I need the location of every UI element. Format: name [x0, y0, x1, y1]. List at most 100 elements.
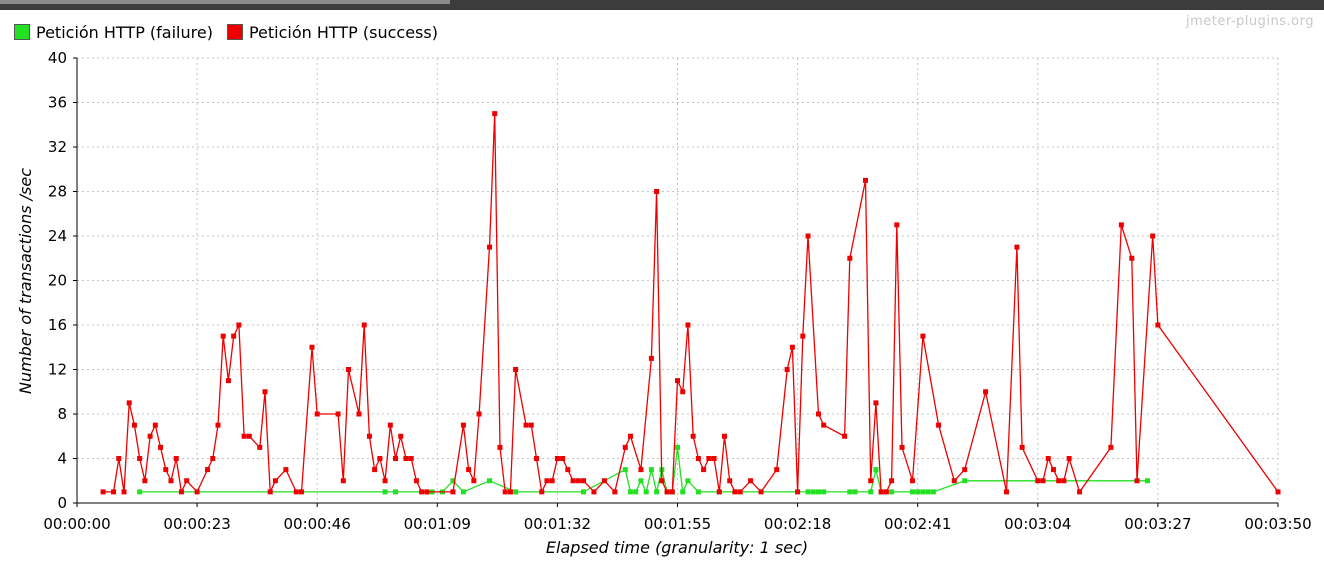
y-tick-label-1: 4: [57, 450, 67, 468]
data-point-0-8: [513, 489, 519, 495]
data-point-0-31: [868, 489, 874, 495]
data-point-1-80: [638, 467, 644, 473]
data-point-1-130: [1045, 456, 1051, 461]
data-point-1-7: [142, 478, 148, 484]
data-point-1-109: [842, 433, 848, 439]
data-point-1-0: [100, 489, 106, 495]
data-point-1-100: [758, 489, 764, 495]
data-point-1-101: [774, 467, 780, 473]
data-point-1-50: [419, 489, 425, 495]
x-tick-label-9: 00:03:27: [1124, 515, 1191, 533]
data-point-1-28: [267, 489, 273, 495]
data-point-1-142: [1275, 489, 1281, 495]
data-point-1-44: [387, 422, 393, 428]
data-point-1-65: [534, 456, 540, 461]
y-axis-title: Number of transactions /sec: [16, 168, 35, 394]
data-point-1-21: [225, 378, 231, 384]
data-point-1-51: [424, 489, 430, 495]
data-point-0-39: [930, 489, 936, 495]
data-point-1-72: [570, 478, 576, 484]
data-point-1-104: [795, 489, 801, 495]
y-tick-label-10: 40: [48, 49, 67, 67]
data-point-1-140: [1150, 233, 1156, 239]
data-point-0-13: [638, 478, 644, 484]
data-point-1-33: [309, 344, 315, 350]
data-point-1-112: [868, 478, 874, 484]
data-point-1-62: [513, 367, 519, 372]
x-tick-label-3: 00:01:09: [404, 515, 471, 533]
data-point-1-117: [894, 222, 900, 228]
data-point-1-36: [340, 478, 346, 484]
data-point-1-27: [262, 389, 268, 395]
tick-labels: 0 4 8 12 16 20 24 28 32 36 40 00:00:00 00:00:23 00:00…: [43, 49, 1311, 533]
data-point-1-70: [560, 456, 566, 461]
data-point-1-99: [748, 478, 754, 484]
data-point-1-19: [215, 422, 221, 428]
data-point-1-78: [622, 444, 628, 450]
data-point-1-139: [1134, 478, 1140, 484]
grid-lines: [77, 57, 1279, 503]
data-point-0-6: [460, 489, 466, 495]
series-1: [100, 111, 1281, 495]
data-point-1-15: [184, 478, 190, 484]
data-point-1-107: [815, 411, 821, 417]
data-point-0-40: [962, 478, 968, 484]
data-point-1-54: [466, 467, 472, 473]
data-point-1-128: [1035, 478, 1041, 484]
data-point-1-61: [507, 489, 513, 495]
data-point-1-60: [502, 489, 508, 495]
data-point-0-20: [675, 444, 680, 450]
data-point-0-16: [654, 489, 660, 495]
series-line-0: [139, 447, 1148, 495]
data-point-1-136: [1108, 444, 1114, 450]
data-point-0-5: [450, 478, 456, 484]
x-tick-label-2: 00:00:46: [284, 515, 351, 533]
data-point-1-22: [231, 333, 237, 339]
y-tick-label-2: 8: [57, 405, 67, 423]
data-point-1-84: [664, 489, 670, 495]
data-point-0-38: [925, 489, 931, 495]
data-point-1-89: [690, 433, 696, 439]
data-point-1-46: [398, 433, 404, 439]
data-point-1-124: [983, 389, 989, 395]
data-point-1-98: [737, 489, 743, 495]
data-point-1-34: [314, 411, 320, 417]
data-point-1-138: [1129, 255, 1135, 261]
data-point-1-87: [680, 389, 686, 395]
chart-legend: Petición HTTP (failure) Petición HTTP (s…: [14, 20, 452, 44]
legend-label-success: Petición HTTP (success): [248, 22, 438, 42]
data-point-0-22: [685, 478, 691, 484]
watermark: jmeter-plugins.org: [1185, 14, 1314, 29]
data-point-1-141: [1155, 322, 1161, 328]
data-point-1-118: [899, 444, 905, 450]
data-point-1-25: [246, 433, 252, 439]
data-point-1-71: [565, 467, 571, 473]
data-point-1-110: [847, 255, 853, 261]
x-tick-label-8: 00:03:04: [1004, 515, 1071, 533]
y-tick-label-0: 0: [57, 494, 67, 512]
data-point-1-83: [659, 478, 665, 484]
data-point-1-76: [601, 478, 607, 484]
data-point-1-74: [581, 478, 587, 484]
series-group: [100, 111, 1281, 495]
data-point-0-15: [648, 467, 654, 473]
x-tick-label-7: 00:02:41: [884, 515, 951, 533]
data-point-1-77: [612, 489, 618, 495]
data-point-1-126: [1014, 244, 1020, 250]
x-tick-label-4: 00:01:32: [524, 515, 591, 533]
data-point-1-4: [126, 400, 132, 406]
data-point-1-1: [111, 489, 117, 495]
data-point-1-59: [497, 444, 503, 450]
data-point-0-21: [680, 489, 686, 495]
data-point-1-92: [706, 456, 712, 461]
data-point-1-91: [701, 467, 707, 473]
data-point-1-108: [821, 422, 827, 428]
data-point-0-23: [695, 489, 701, 495]
data-point-0-11: [628, 489, 634, 495]
x-tick-label-5: 00:01:55: [644, 515, 711, 533]
data-point-1-129: [1040, 478, 1046, 484]
data-point-1-12: [168, 478, 174, 484]
data-point-1-79: [628, 433, 634, 439]
data-point-0-9: [581, 489, 587, 495]
